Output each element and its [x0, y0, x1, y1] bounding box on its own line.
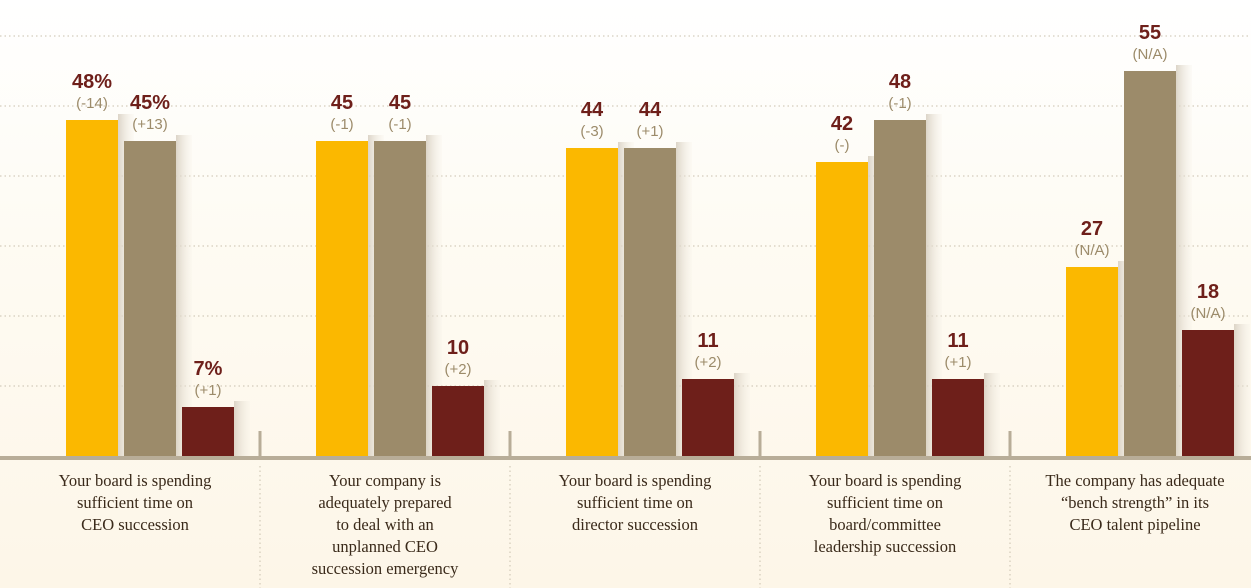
change-label: (+1) [636, 123, 663, 140]
value-label: 44 [639, 99, 662, 121]
category-label-line: to deal with an [336, 515, 434, 534]
bar [316, 141, 368, 456]
change-label: (N/A) [1075, 242, 1110, 259]
category-label-line: succession emergency [312, 559, 460, 578]
bar [1066, 267, 1118, 456]
x-axis [0, 431, 1251, 588]
value-label: 48% [72, 71, 112, 93]
bar-shadow [1234, 324, 1250, 456]
category-label-line: Your board is spending [559, 471, 712, 490]
bar-shadow [926, 114, 942, 456]
value-label: 45 [331, 92, 353, 114]
bar [566, 148, 618, 456]
category-label-line: Your company is [329, 471, 441, 490]
category-label-line: leadership succession [814, 537, 957, 556]
category-label-line: Your board is spending [59, 471, 212, 490]
bar-shadow [234, 401, 250, 456]
change-label: (+2) [694, 354, 721, 371]
bar-shadow [984, 373, 1000, 456]
change-label: (N/A) [1191, 305, 1226, 322]
change-label: (-1) [388, 116, 411, 133]
change-label: (+2) [444, 361, 471, 378]
category-label-line: “bench strength” in its [1061, 493, 1209, 512]
value-label: 42 [831, 113, 853, 135]
value-label: 11 [947, 330, 968, 352]
change-label: (-) [835, 137, 850, 154]
change-label: (-1) [888, 95, 911, 112]
category-label-line: sufficient time on [577, 493, 693, 512]
bar [432, 386, 484, 456]
bar [374, 141, 426, 456]
value-label: 18 [1197, 281, 1219, 303]
bar [182, 407, 234, 456]
value-label: 7% [194, 358, 223, 380]
change-label: (+1) [194, 382, 221, 399]
category-label-line: The company has adequate [1045, 471, 1224, 490]
bars [66, 65, 1250, 456]
change-label: (-3) [580, 123, 603, 140]
change-label: (+1) [944, 354, 971, 371]
value-label: 10 [447, 337, 469, 359]
value-label: 27 [1081, 218, 1103, 240]
bar-shadow [676, 142, 692, 456]
value-label: 45 [389, 92, 411, 114]
value-label: 55 [1139, 22, 1161, 44]
category-label-line: Your board is spending [809, 471, 962, 490]
bar-shadow [426, 135, 442, 456]
value-label: 48 [889, 71, 911, 93]
category-label-line: CEO talent pipeline [1069, 515, 1200, 534]
bar [66, 120, 118, 456]
bar [1124, 71, 1176, 456]
change-label: (N/A) [1133, 46, 1168, 63]
bar-shadow [176, 135, 192, 456]
change-label: (-1) [330, 116, 353, 133]
change-label: (-14) [76, 95, 108, 112]
category-label-line: sufficient time on [77, 493, 193, 512]
value-label: 44 [581, 99, 604, 121]
baseline [0, 456, 1251, 460]
bar [932, 379, 984, 456]
category-label-line: adequately prepared [318, 493, 452, 512]
bar-shadow [484, 380, 500, 456]
category-labels: Your board is spending sufficient time on… [59, 471, 1225, 578]
value-label: 45% [130, 92, 170, 114]
bar-shadow [734, 373, 750, 456]
bar [624, 148, 676, 456]
value-label: 11 [697, 330, 718, 352]
change-label: (+13) [132, 116, 167, 133]
bar [816, 162, 868, 456]
bar-labels: 48% (-14) 45% (+13) 7% (+1) 45 (-1) 45 (-1) 10 (+2)… [72, 22, 1226, 399]
category-label-line: unplanned CEO [332, 537, 438, 556]
bar [1182, 330, 1234, 456]
category-label-line: director succession [572, 515, 698, 534]
bar [874, 120, 926, 456]
bar [124, 141, 176, 456]
category-label-line: CEO succession [81, 515, 189, 534]
category-label-line: board/committee [829, 515, 941, 534]
category-label-line: sufficient time on [827, 493, 943, 512]
bar [682, 379, 734, 456]
